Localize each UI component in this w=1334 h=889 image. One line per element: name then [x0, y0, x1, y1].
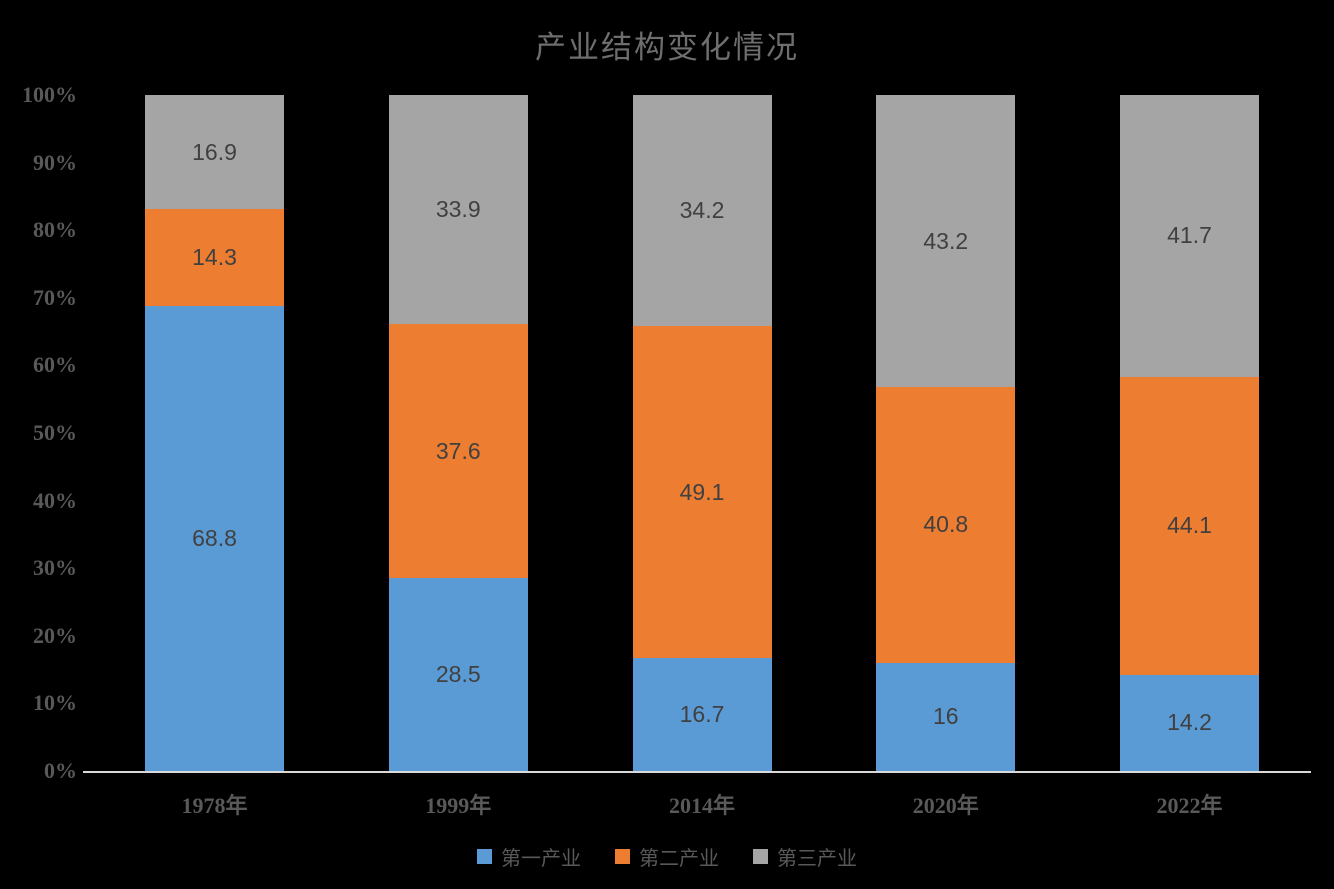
x-axis-line	[83, 771, 1311, 773]
data-label: 28.5	[435, 661, 481, 688]
bar-segment-第一产业: 14.2	[1120, 675, 1259, 771]
data-label: 14.3	[192, 244, 237, 271]
legend-label: 第二产业	[639, 848, 719, 870]
y-tick-label: 90%	[33, 149, 77, 175]
y-tick-label: 60%	[33, 352, 77, 378]
bar-2014年: 34.2 49.1 16.7	[632, 95, 772, 771]
legend-swatch-icon	[477, 849, 492, 864]
y-tick-label: 100%	[22, 82, 77, 107]
data-label: 37.6	[435, 437, 481, 464]
data-label: 49.1	[679, 478, 725, 505]
bar-2022年: 41.7 44.1 14.2	[1120, 95, 1259, 771]
y-tick-label: 0%	[44, 758, 77, 783]
bar-segment-第二产业: 40.8	[876, 387, 1016, 663]
x-axis: 1978年 1999年 2014年 2020年 2022年	[85, 788, 1311, 818]
bar-segment-第二产业: 49.1	[632, 326, 772, 659]
bar-segment-第二产业: 14.3	[145, 209, 284, 306]
data-label: 14.2	[1167, 709, 1212, 736]
legend-swatch-icon	[615, 849, 630, 864]
data-label: 16.7	[679, 701, 725, 728]
y-tick-label: 80%	[33, 217, 77, 243]
bar-segment-第三产业: 33.9	[388, 95, 528, 325]
y-tick-label: 70%	[33, 284, 77, 310]
x-tick-label: 1978年	[181, 793, 248, 818]
legend: 第一产业 第二产业 第三产业	[0, 842, 1334, 871]
y-tick-label: 30%	[33, 555, 77, 581]
bar-1999年: 33.9 37.6 28.5	[388, 95, 528, 771]
data-label: 68.8	[192, 524, 237, 551]
bars-area: 16.9 14.3 68.8 33.9 37.6 28.5 34.2 49.1 16.7 43.2…	[85, 95, 1311, 771]
legend-swatch-icon	[753, 849, 768, 864]
legend-item-第三产业: 第三产业	[753, 842, 857, 871]
bar-segment-第三产业: 41.7	[1120, 95, 1259, 377]
bar-segment-第二产业: 37.6	[388, 324, 528, 579]
y-axis: 0% 10% 20% 30% 40% 50% 60% 70% 80% 90% 100%	[0, 82, 77, 783]
data-label: 43.2	[923, 227, 969, 254]
bar-segment-第一产业: 28.5	[388, 578, 528, 771]
data-label: 34.2	[679, 197, 725, 224]
x-tick-label: 2022年	[1156, 793, 1223, 818]
bar-segment-第一产业: 16	[876, 662, 1016, 771]
bar-segment-第一产业: 16.7	[632, 658, 772, 771]
data-label: 40.8	[923, 511, 969, 538]
legend-item-第一产业: 第一产业	[477, 842, 581, 871]
data-label: 44.1	[1167, 512, 1212, 539]
bar-segment-第二产业: 44.1	[1120, 376, 1259, 675]
y-tick-label: 50%	[33, 420, 77, 445]
bar-segment-第三产业: 16.9	[145, 95, 284, 210]
x-tick-label: 1999年	[425, 793, 492, 818]
bar-segment-第三产业: 34.2	[632, 95, 772, 327]
y-tick-label: 20%	[33, 622, 77, 648]
data-label: 16	[932, 703, 959, 730]
chart-title: 产业结构变化情况	[535, 30, 799, 65]
bar-segment-第三产业: 43.2	[876, 95, 1016, 388]
bar-1978年: 16.9 14.3 68.8	[145, 95, 284, 771]
y-tick-label: 10%	[33, 690, 77, 716]
legend-label: 第三产业	[777, 848, 857, 870]
y-tick-label: 40%	[33, 487, 77, 513]
x-tick-label: 2020年	[912, 793, 979, 818]
x-tick-label: 2014年	[668, 793, 736, 818]
bar-2020年: 43.2 40.8 16	[876, 95, 1016, 771]
bar-segment-第一产业: 68.8	[145, 305, 284, 771]
data-label: 33.9	[435, 196, 481, 223]
data-label: 41.7	[1167, 222, 1212, 249]
data-label: 16.9	[192, 138, 237, 165]
legend-label: 第一产业	[501, 848, 581, 870]
legend-item-第二产业: 第二产业	[615, 842, 719, 871]
